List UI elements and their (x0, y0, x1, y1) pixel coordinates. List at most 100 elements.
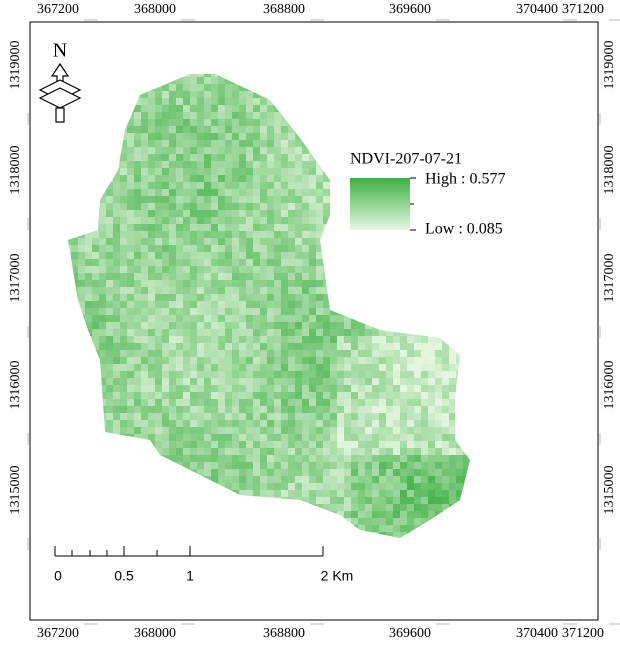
raster-cell (295, 385, 303, 393)
raster-cell (99, 259, 107, 267)
raster-cell (414, 294, 422, 302)
raster-cell (64, 518, 72, 526)
raster-cell (190, 210, 198, 218)
raster-cell (386, 469, 394, 477)
raster-cell (463, 364, 471, 372)
raster-cell (204, 406, 212, 414)
raster-cell (267, 273, 275, 281)
raster-cell (351, 119, 359, 127)
raster-cell (386, 238, 394, 246)
raster-cell (162, 483, 170, 491)
raster-cell (372, 434, 380, 442)
raster-cell (71, 434, 79, 442)
raster-cell (141, 406, 149, 414)
raster-cell (127, 294, 135, 302)
raster-cell (99, 504, 107, 512)
raster-cell (414, 175, 422, 183)
raster-cell (302, 483, 310, 491)
raster-cell (218, 539, 226, 547)
raster-cell (379, 434, 387, 442)
raster-cell (337, 266, 345, 274)
raster-cell (449, 427, 457, 435)
raster-cell (99, 490, 107, 498)
raster-cell (428, 413, 436, 421)
raster-cell (351, 77, 359, 85)
raster-cell (127, 329, 135, 337)
raster-cell (218, 280, 226, 288)
raster-cell (407, 378, 415, 386)
raster-cell (421, 490, 429, 498)
raster-cell (176, 287, 184, 295)
raster-cell (421, 343, 429, 351)
raster-cell (197, 168, 205, 176)
raster-cell (407, 294, 415, 302)
raster-cell (78, 455, 86, 463)
raster-cell (246, 413, 254, 421)
raster-cell (239, 427, 247, 435)
raster-cell (134, 231, 142, 239)
raster-cell (232, 455, 240, 463)
raster-cell (148, 469, 156, 477)
raster-cell (393, 259, 401, 267)
raster-cell (246, 539, 254, 547)
raster-cell (169, 84, 177, 92)
raster-cell (239, 434, 247, 442)
raster-cell (309, 406, 317, 414)
raster-cell (134, 70, 142, 78)
raster-cell (393, 301, 401, 309)
raster-cell (309, 203, 317, 211)
raster-cell (267, 175, 275, 183)
raster-cell (365, 98, 373, 106)
raster-cell (400, 427, 408, 435)
raster-cell (183, 266, 191, 274)
raster-cell (386, 497, 394, 505)
raster-cell (183, 210, 191, 218)
raster-cell (470, 84, 478, 92)
raster-cell (169, 105, 177, 113)
raster-cell (71, 273, 79, 281)
raster-cell (183, 70, 191, 78)
raster-cell (232, 126, 240, 134)
raster-cell (337, 406, 345, 414)
raster-cell (148, 511, 156, 519)
raster-cell (302, 301, 310, 309)
raster-cell (379, 238, 387, 246)
raster-cell (155, 399, 163, 407)
raster-cell (204, 357, 212, 365)
raster-cell (106, 77, 114, 85)
raster-cell (239, 259, 247, 267)
raster-cell (232, 357, 240, 365)
raster-cell (470, 322, 478, 330)
raster-cell (421, 84, 429, 92)
raster-cell (232, 343, 240, 351)
raster-cell (400, 336, 408, 344)
raster-cell (323, 203, 331, 211)
raster-cell (463, 497, 471, 505)
raster-cell (127, 525, 135, 533)
raster-cell (288, 105, 296, 113)
raster-cell (274, 462, 282, 470)
raster-cell (274, 336, 282, 344)
raster-cell (407, 532, 415, 540)
raster-cell (330, 70, 338, 78)
raster-cell (120, 196, 128, 204)
raster-cell (365, 308, 373, 316)
raster-cell (281, 266, 289, 274)
raster-cell (302, 413, 310, 421)
raster-cell (421, 259, 429, 267)
raster-cell (351, 441, 359, 449)
raster-cell (225, 98, 233, 106)
raster-cell (113, 448, 121, 456)
raster-cell (127, 210, 135, 218)
raster-cell (239, 133, 247, 141)
raster-cell (274, 504, 282, 512)
raster-cell (274, 476, 282, 484)
raster-cell (239, 245, 247, 253)
legend-title: NDVI-207-07-21 (350, 151, 462, 168)
raster-cell (470, 462, 478, 470)
raster-cell (113, 273, 121, 281)
raster-cell (309, 126, 317, 134)
raster-cell (302, 336, 310, 344)
raster-cell (274, 378, 282, 386)
raster-cell (414, 140, 422, 148)
